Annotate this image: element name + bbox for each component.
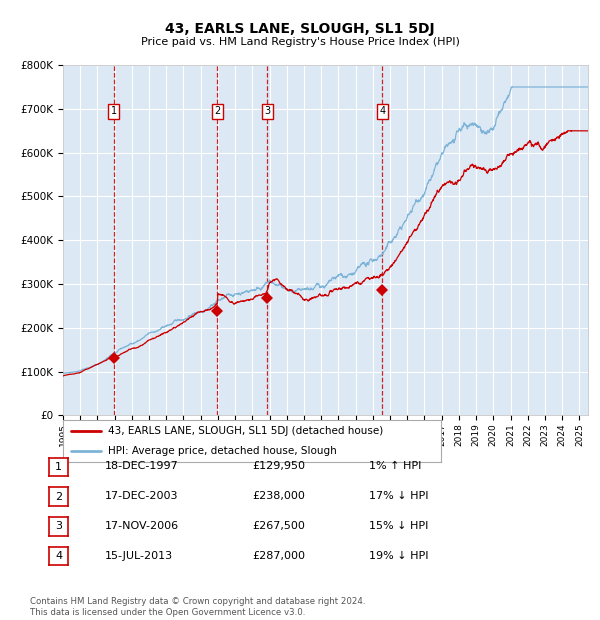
- Text: 4: 4: [55, 551, 62, 561]
- Text: 2: 2: [55, 492, 62, 502]
- Text: 17-NOV-2006: 17-NOV-2006: [105, 521, 179, 531]
- Text: Price paid vs. HM Land Registry's House Price Index (HPI): Price paid vs. HM Land Registry's House …: [140, 37, 460, 47]
- Text: HPI: Average price, detached house, Slough: HPI: Average price, detached house, Slou…: [109, 446, 337, 456]
- Text: 3: 3: [265, 106, 271, 116]
- Text: £129,950: £129,950: [252, 461, 305, 471]
- Text: 18-DEC-1997: 18-DEC-1997: [105, 461, 179, 471]
- Text: 1: 1: [55, 462, 62, 472]
- Text: £238,000: £238,000: [252, 491, 305, 501]
- Text: £267,500: £267,500: [252, 521, 305, 531]
- Text: 1% ↑ HPI: 1% ↑ HPI: [369, 461, 421, 471]
- Text: 43, EARLS LANE, SLOUGH, SL1 5DJ (detached house): 43, EARLS LANE, SLOUGH, SL1 5DJ (detache…: [109, 426, 383, 436]
- Text: 15% ↓ HPI: 15% ↓ HPI: [369, 521, 428, 531]
- Text: £287,000: £287,000: [252, 551, 305, 560]
- Text: 43, EARLS LANE, SLOUGH, SL1 5DJ: 43, EARLS LANE, SLOUGH, SL1 5DJ: [165, 22, 435, 36]
- Text: 3: 3: [55, 521, 62, 531]
- Text: 2: 2: [214, 106, 220, 116]
- Text: Contains HM Land Registry data © Crown copyright and database right 2024.
This d: Contains HM Land Registry data © Crown c…: [30, 598, 365, 617]
- Text: 17% ↓ HPI: 17% ↓ HPI: [369, 491, 428, 501]
- Text: 15-JUL-2013: 15-JUL-2013: [105, 551, 173, 560]
- Text: 17-DEC-2003: 17-DEC-2003: [105, 491, 179, 501]
- Text: 19% ↓ HPI: 19% ↓ HPI: [369, 551, 428, 560]
- Text: 1: 1: [111, 106, 117, 116]
- Text: 4: 4: [379, 106, 385, 116]
